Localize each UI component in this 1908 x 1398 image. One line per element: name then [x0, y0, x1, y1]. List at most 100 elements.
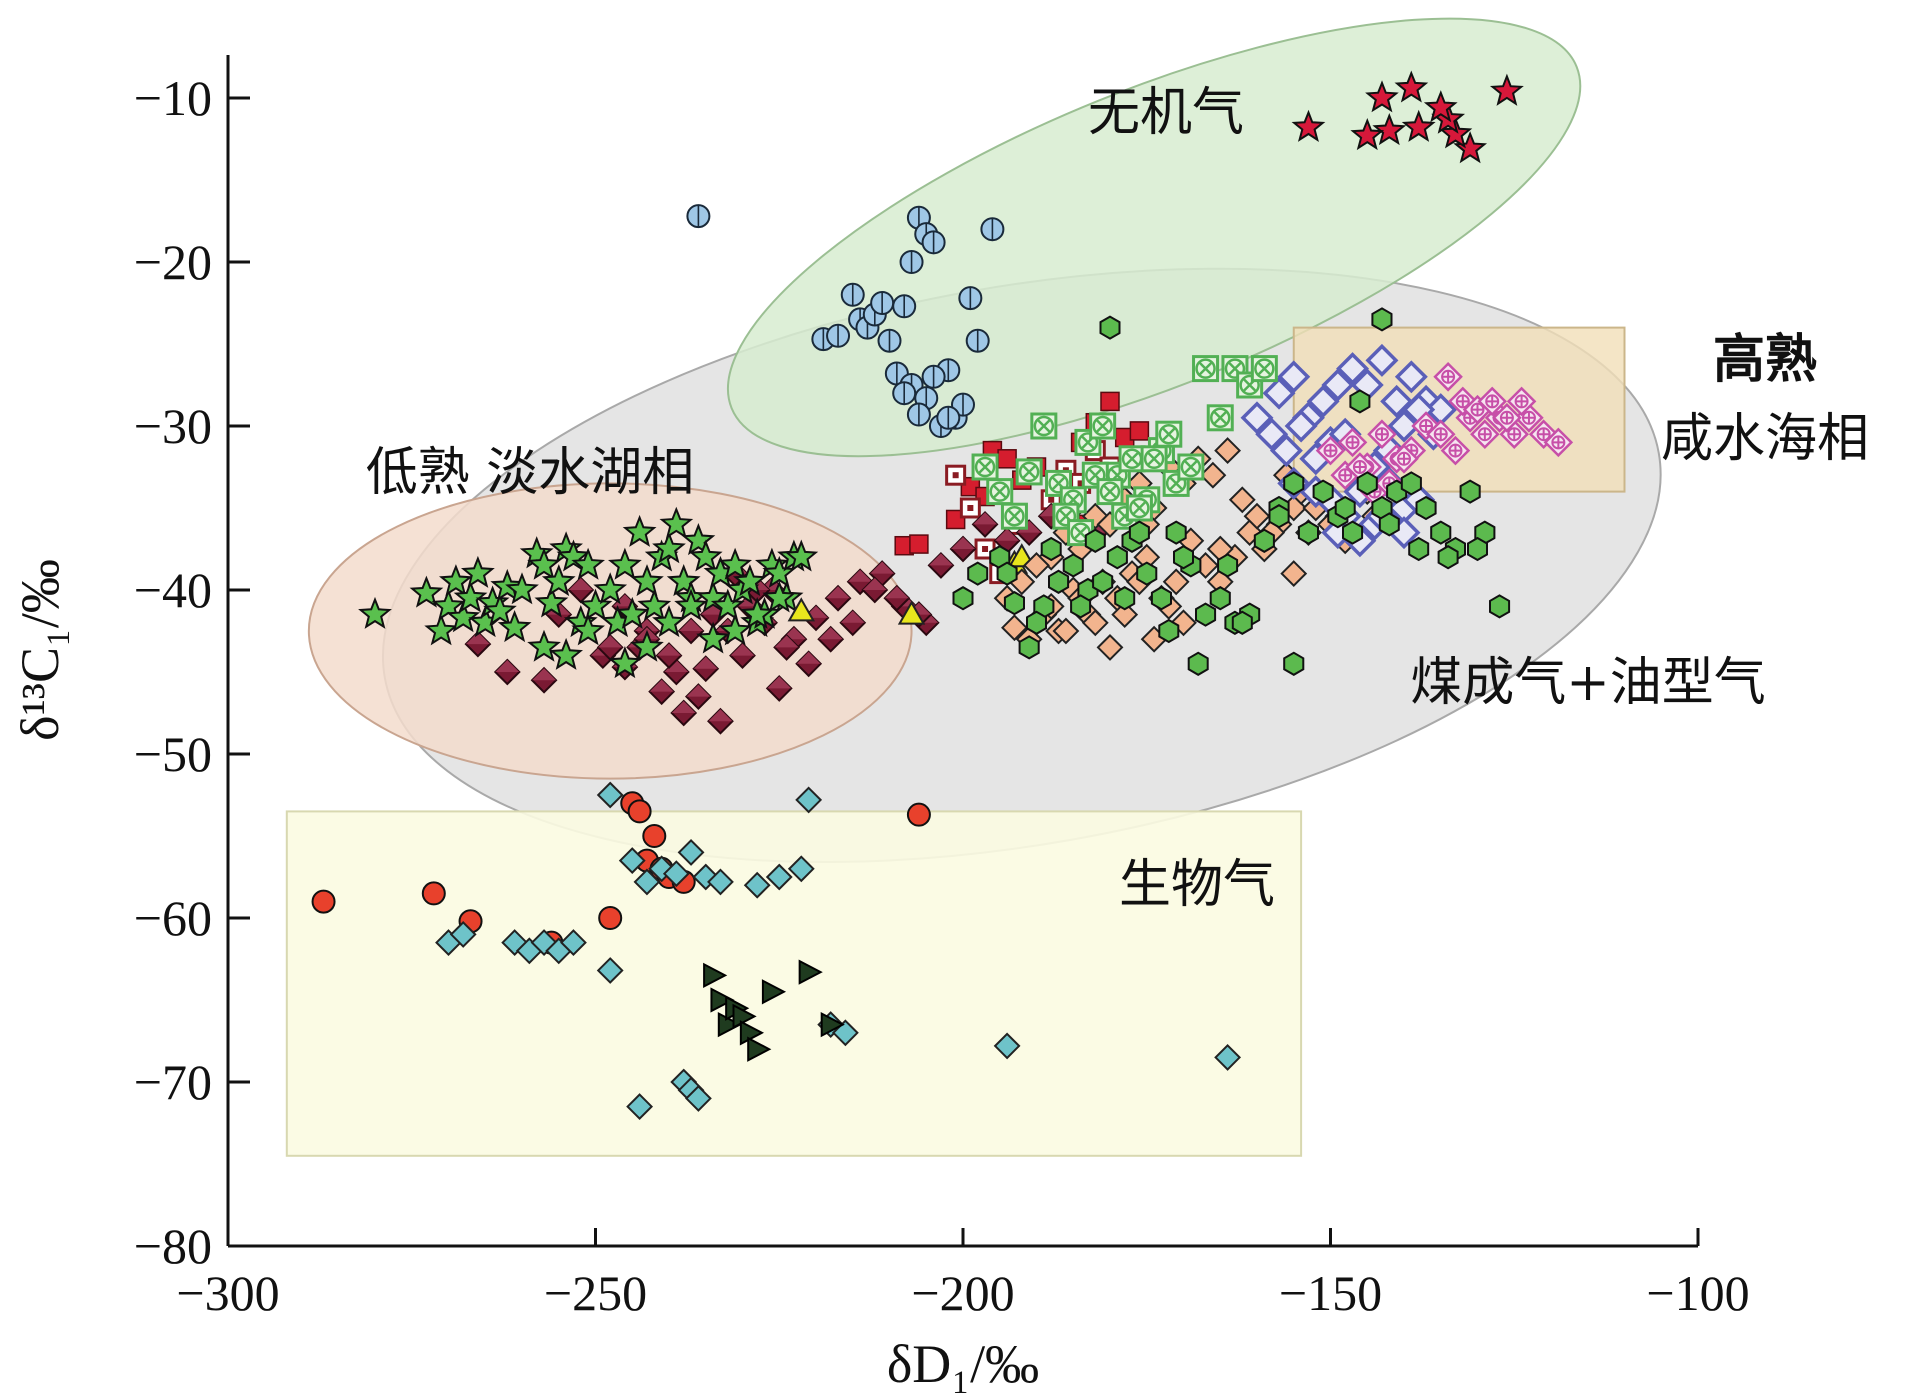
marker-shape [1243, 502, 1271, 530]
marker-shape [848, 569, 873, 582]
data-point [921, 364, 946, 389]
data-point [464, 630, 492, 658]
data-point [659, 506, 694, 539]
marker-shape [1371, 307, 1393, 332]
y-tick-label: −50 [134, 726, 212, 782]
marker-shape [1277, 360, 1311, 394]
marker-shape [1099, 481, 1121, 502]
marker-shape [1398, 452, 1410, 465]
data-point [493, 658, 521, 686]
data-point [1081, 609, 1109, 637]
data-point [1255, 417, 1289, 451]
data-point [996, 561, 1018, 586]
marker-shape [1489, 73, 1524, 106]
marker-shape [767, 676, 792, 689]
data-point [560, 929, 587, 957]
marker-shape [717, 1011, 742, 1038]
marker-shape [1400, 471, 1422, 496]
data-point [762, 555, 797, 588]
data-point [861, 576, 889, 604]
marker-shape [1365, 343, 1399, 377]
data-point [1283, 651, 1305, 676]
marker-shape [787, 597, 816, 622]
data-point [541, 564, 576, 597]
marker-shape [649, 679, 674, 692]
data-point [630, 629, 664, 662]
series-1 [686, 204, 1005, 438]
data-point [1506, 386, 1537, 417]
marker-shape [862, 578, 887, 590]
data-point [1070, 594, 1092, 619]
data-point [1467, 536, 1488, 562]
marker-shape [1040, 536, 1062, 562]
marker-shape [1478, 428, 1491, 441]
marker-shape [1111, 601, 1139, 629]
marker-shape [1162, 568, 1190, 596]
marker-shape [1143, 448, 1165, 470]
data-point [1214, 437, 1242, 465]
data-point [824, 584, 852, 612]
data-point [1026, 610, 1047, 635]
marker-shape [1306, 384, 1340, 418]
data-point [615, 596, 650, 629]
data-point [743, 871, 771, 899]
marker-shape [1321, 368, 1355, 402]
marker-shape [710, 588, 745, 621]
marker-shape [718, 613, 752, 646]
marker-shape [596, 957, 624, 984]
marker-shape [662, 860, 690, 888]
x-ticks: −300 −250 −200 −150 −100 [176, 1228, 1750, 1321]
data-point [892, 381, 917, 406]
marker-shape [701, 602, 726, 615]
marker-shape [765, 863, 793, 891]
data-point [897, 600, 926, 625]
marker-shape [1255, 417, 1289, 451]
marker-shape [1291, 109, 1326, 142]
data-point [949, 535, 977, 563]
data-point [1378, 512, 1400, 537]
marker-shape [798, 959, 823, 985]
data-point [655, 642, 683, 670]
marker-shape [952, 472, 959, 479]
data-point [870, 291, 895, 315]
data-point [1192, 355, 1220, 383]
marker-shape [1102, 483, 1118, 500]
x-tick-label: −200 [911, 1265, 1014, 1321]
marker-shape [1214, 437, 1242, 465]
data-point [1040, 536, 1062, 562]
marker-shape [1199, 461, 1227, 489]
series-13 [435, 781, 1242, 1121]
data-point [607, 547, 642, 580]
data-point [681, 523, 716, 556]
data-point [952, 586, 974, 611]
marker-shape [991, 483, 1008, 500]
marker-shape [1231, 610, 1253, 635]
y-tick-label: −60 [134, 890, 212, 946]
data-point [795, 786, 823, 814]
data-point [358, 596, 392, 629]
data-point [710, 588, 745, 621]
marker-shape [761, 979, 787, 1005]
marker-shape [1486, 395, 1499, 408]
marker-shape [652, 531, 686, 564]
data-point [556, 539, 591, 572]
data-point [1209, 586, 1231, 611]
marker-shape [607, 646, 642, 679]
marker-shape [1195, 602, 1217, 627]
marker-shape [818, 627, 843, 640]
data-point [1312, 479, 1334, 504]
data-point [784, 539, 819, 572]
data-point [1262, 376, 1296, 410]
marker-shape [1048, 569, 1070, 594]
marker-shape [1522, 411, 1535, 424]
marker-shape [996, 561, 1018, 586]
y-tick-label: −80 [134, 1218, 212, 1274]
y-ticks: −10 −20 −30 −40 −50 −60 −70 −80 [134, 70, 250, 1274]
data-point [1433, 362, 1463, 392]
data-point [596, 781, 624, 809]
marker-shape [633, 868, 661, 896]
data-point [637, 588, 672, 621]
marker-shape [1284, 409, 1318, 443]
data-point [899, 250, 924, 274]
marker-shape [1356, 471, 1378, 496]
